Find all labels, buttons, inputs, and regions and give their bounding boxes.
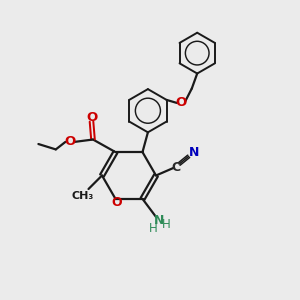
Text: O: O — [64, 135, 75, 148]
Text: C: C — [171, 160, 180, 174]
Text: O: O — [176, 96, 187, 109]
Text: O: O — [112, 196, 122, 209]
Text: H: H — [162, 218, 171, 231]
Text: N: N — [154, 214, 164, 227]
Text: N: N — [189, 146, 199, 159]
Text: CH₃: CH₃ — [71, 190, 94, 201]
Text: O: O — [86, 111, 97, 124]
Text: H: H — [149, 222, 158, 235]
